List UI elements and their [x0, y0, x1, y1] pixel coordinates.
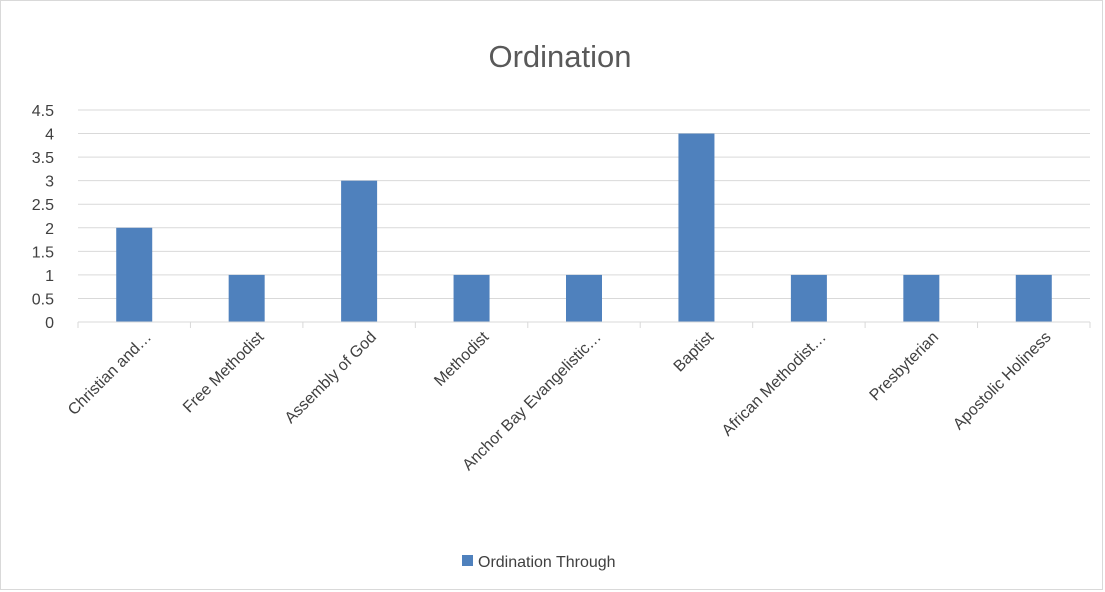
x-category-label: Methodist [431, 328, 492, 389]
bar [790, 274, 827, 322]
y-tick-label: 4 [45, 127, 54, 144]
y-tick-label: 0 [45, 315, 54, 332]
legend-swatch [462, 555, 473, 566]
x-axis [77, 321, 1091, 328]
y-axis-tick-labels: 0 0.5 1 1.5 2 2.5 3 3.5 4 4.5 [32, 103, 54, 332]
legend: Ordination Through [462, 554, 616, 571]
x-category-label: African Methodist… [719, 329, 830, 440]
chart-title: Ordination [488, 39, 631, 74]
x-category-label: Christian and… [65, 329, 155, 419]
y-tick-label: 4.5 [32, 103, 54, 120]
bar [453, 274, 490, 322]
gridlines [78, 109, 1090, 299]
y-tick-label: 3.5 [32, 150, 54, 167]
legend-label: Ordination Through [478, 554, 616, 571]
x-axis-category-labels: Christian and… Free Methodist Assembly of … [65, 328, 1055, 474]
bar [1015, 274, 1052, 322]
bar [903, 274, 940, 322]
bar [566, 274, 602, 322]
x-category-label: Baptist [671, 328, 718, 375]
bar [341, 180, 378, 322]
y-tick-label: 1 [45, 268, 54, 285]
bar [678, 133, 715, 322]
bar [228, 274, 265, 322]
x-category-label: Assembly of God [282, 329, 380, 427]
y-tick-label: 2.5 [32, 197, 54, 214]
y-tick-label: 0.5 [32, 291, 54, 308]
x-category-label: Apostolic Holiness [950, 329, 1054, 433]
y-tick-label: 3 [45, 174, 54, 191]
bar [116, 227, 153, 322]
x-category-label: Free Methodist [180, 328, 268, 416]
y-tick-label: 1.5 [32, 244, 54, 261]
y-tick-label: 2 [45, 221, 54, 238]
bar-series [116, 133, 1052, 322]
x-category-label: Presbyterian [867, 329, 943, 405]
